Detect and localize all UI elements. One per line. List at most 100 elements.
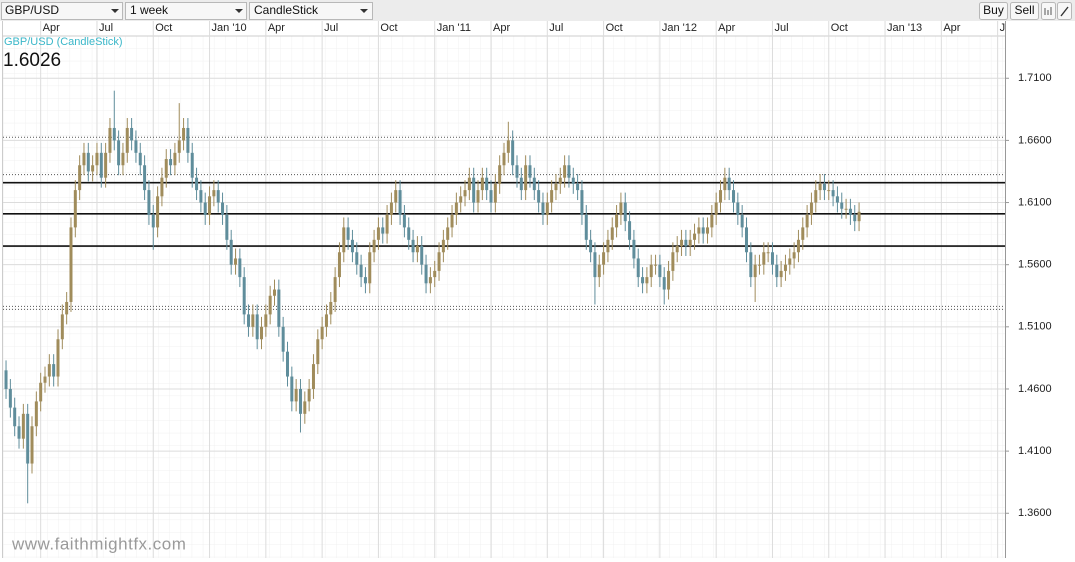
candle-body [143, 165, 147, 191]
candle-body [589, 239, 593, 253]
candle-body [4, 370, 8, 389]
candle-body [779, 270, 783, 278]
candle-body [480, 177, 484, 191]
candle-body [602, 252, 606, 265]
candle-body [831, 190, 835, 197]
candle-body [350, 239, 354, 253]
grid-layer: Apr Jul Oct Jan '10 Apr Jul Oct Jan '11 Apr Jul Oc… [3, 21, 1014, 558]
candle-body [580, 190, 584, 215]
candle-body [809, 202, 813, 215]
interval-select[interactable]: 1 week [125, 2, 247, 20]
buy-button[interactable] [979, 2, 1008, 20]
candle-body [740, 214, 744, 228]
candle-body [619, 202, 623, 215]
candle-body [424, 264, 428, 284]
sell-button[interactable] [1010, 2, 1039, 20]
candle-body [654, 264, 658, 266]
dropdown-arrow[interactable] [235, 9, 243, 13]
candle-body [394, 190, 398, 203]
x-tick-label: Oct [831, 22, 848, 34]
candle-body [814, 190, 818, 203]
indicator-icon[interactable] [1044, 7, 1052, 15]
candle-body [667, 270, 671, 290]
interval-box[interactable] [125, 2, 247, 20]
candle-body [684, 239, 688, 247]
candle-body [264, 314, 268, 327]
interval-label[interactable]: 1 week [130, 3, 169, 17]
candle-body [260, 326, 264, 340]
style-box[interactable] [249, 2, 373, 20]
candle-body [545, 202, 549, 215]
y-tick-label: 1.5600 [1018, 259, 1052, 271]
x-tick-label: Jan '12 [662, 22, 697, 34]
candle-body [524, 165, 528, 191]
candle-body [112, 127, 116, 141]
candle-body [294, 388, 298, 402]
candle-body [744, 227, 748, 253]
candle-body [69, 227, 73, 302]
candle-body [537, 190, 541, 203]
candle-body [688, 239, 692, 247]
candle-body [805, 214, 809, 228]
symbol-select[interactable]: GBP/USD [1, 2, 123, 20]
sell-label[interactable]: Sell [1014, 3, 1034, 17]
candle-body [169, 159, 173, 166]
candle-body [576, 183, 580, 191]
candle-body [216, 190, 220, 203]
candle-body [355, 252, 359, 265]
candle-body [73, 190, 77, 228]
y-tick-label: 1.5100 [1018, 321, 1052, 333]
style-label[interactable]: CandleStick [254, 3, 319, 17]
candle-body [247, 314, 251, 327]
x-tick-label: Oct [606, 22, 623, 34]
candle-body [242, 277, 246, 315]
candle-body [316, 339, 320, 365]
symbol-box[interactable] [1, 2, 123, 20]
candle-body [225, 214, 229, 240]
candle-body [389, 202, 393, 215]
candle-body [342, 227, 346, 253]
candle-body [731, 190, 735, 203]
plot-area [3, 36, 1005, 558]
candle-body [532, 177, 536, 191]
candle-body [571, 177, 575, 184]
candle-body [104, 152, 108, 178]
x-tick-label: Jul [1000, 22, 1014, 34]
candle-body [766, 252, 770, 254]
x-tick-label: Jul [99, 22, 113, 34]
style-select[interactable]: CandleStick [249, 2, 373, 20]
dropdown-arrow[interactable] [360, 9, 368, 13]
candle-body [441, 239, 445, 253]
candle-body [645, 277, 649, 284]
candle-body [381, 227, 385, 234]
candle-body [255, 314, 259, 340]
candle-body [234, 258, 238, 265]
candle-body [623, 202, 627, 222]
candle-body [52, 364, 56, 377]
symbol-label[interactable]: GBP/USD [5, 3, 59, 17]
candle-layer [4, 90, 861, 504]
candle-body [753, 264, 757, 278]
y-tick-label: 1.4600 [1018, 383, 1052, 395]
dropdown-arrow[interactable] [111, 9, 119, 13]
candle-body [420, 246, 424, 265]
draw-icon[interactable] [1060, 6, 1069, 17]
y-tick-label: 1.6100 [1018, 196, 1052, 208]
candle-body [632, 239, 636, 259]
candle-body [857, 211, 861, 222]
time-axis-bar [0, 21, 1075, 36]
x-tick-label: Jul [549, 22, 563, 34]
series-label: GBP/USD (CandleStick) [4, 36, 123, 48]
buy-label[interactable]: Buy [983, 3, 1004, 17]
candle-body [454, 202, 458, 215]
candle-body [268, 295, 272, 315]
candle-body [138, 152, 142, 166]
candle-body [528, 165, 532, 178]
candle-body [86, 152, 90, 172]
candle-body [125, 127, 129, 153]
candle-body [563, 165, 567, 178]
candle-body [593, 252, 597, 278]
candle-body [541, 202, 545, 215]
candle-body [506, 140, 510, 153]
candle-body [156, 196, 160, 228]
